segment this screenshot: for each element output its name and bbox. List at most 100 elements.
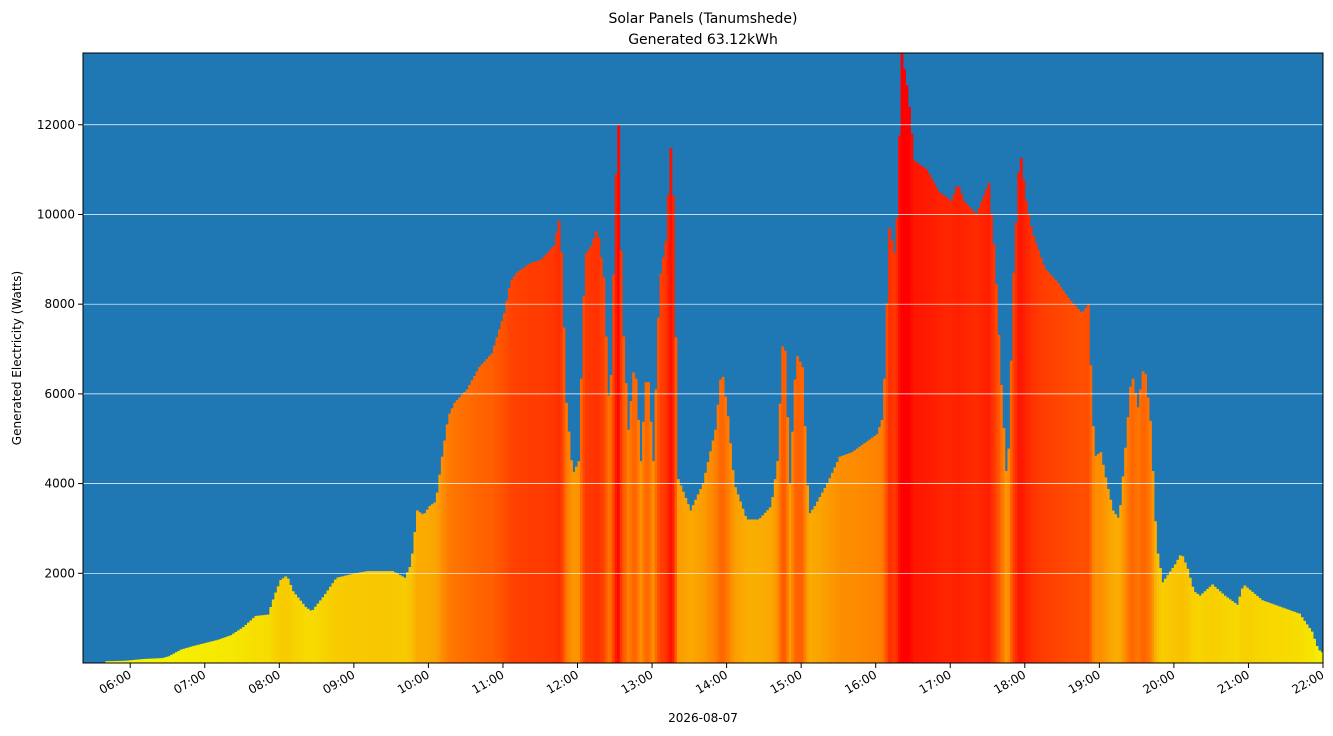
- bar: [619, 250, 623, 663]
- x-tick-label: 18:00: [991, 667, 1028, 696]
- bar: [1211, 584, 1215, 663]
- bar: [147, 658, 151, 663]
- bar: [947, 199, 951, 663]
- bar: [165, 656, 168, 663]
- bar: [637, 419, 641, 663]
- bar: [778, 403, 782, 663]
- bar: [1151, 471, 1155, 663]
- bar: [716, 404, 720, 663]
- bar: [1290, 610, 1294, 663]
- bar: [1300, 617, 1304, 663]
- bar: [952, 193, 956, 663]
- bar: [1275, 605, 1279, 663]
- y-axis: 2000 4000 6000 8000 10000 12000: [37, 118, 83, 580]
- bar: [152, 658, 156, 663]
- bar: [895, 218, 899, 663]
- bar: [1288, 610, 1292, 663]
- bar: [276, 586, 280, 663]
- bar: [329, 586, 332, 663]
- bar: [232, 633, 235, 663]
- bar: [965, 203, 969, 663]
- bar: [120, 660, 124, 663]
- bar: [1141, 371, 1145, 663]
- bar: [1109, 499, 1113, 663]
- bar: [1270, 603, 1274, 663]
- bar: [515, 272, 519, 663]
- bar: [351, 573, 355, 663]
- bar: [455, 400, 459, 663]
- bar: [793, 379, 797, 663]
- bar: [1238, 596, 1242, 663]
- bar: [1173, 564, 1177, 663]
- x-tick-label: 13:00: [619, 667, 656, 696]
- bar: [1074, 306, 1078, 663]
- bar: [798, 361, 802, 663]
- bar: [577, 461, 581, 663]
- bar: [922, 167, 926, 663]
- bar: [177, 650, 181, 663]
- bar: [373, 571, 377, 663]
- bar: [977, 208, 981, 663]
- bar: [766, 510, 770, 663]
- bar: [689, 510, 693, 663]
- bar: [356, 572, 360, 663]
- bar: [371, 571, 375, 663]
- x-tick-label: 14:00: [693, 667, 730, 696]
- bar: [505, 300, 509, 663]
- bar: [532, 262, 536, 663]
- bar: [699, 488, 703, 663]
- bar: [187, 647, 191, 663]
- bar: [209, 641, 213, 663]
- bar: [1084, 307, 1088, 663]
- gridlines: [83, 124, 1323, 574]
- bar: [1245, 587, 1249, 663]
- bar: [711, 440, 715, 663]
- bar: [458, 397, 462, 663]
- bar: [507, 288, 511, 663]
- bar: [160, 658, 163, 663]
- bar: [264, 614, 268, 663]
- bar: [425, 509, 429, 663]
- bar: [562, 327, 566, 663]
- bar: [433, 502, 437, 663]
- bar: [992, 244, 996, 663]
- bar: [542, 256, 546, 663]
- bar: [721, 376, 725, 663]
- bar: [848, 453, 852, 663]
- bar: [724, 396, 727, 663]
- plot-area: [82, 52, 1324, 664]
- bar: [1029, 226, 1033, 663]
- x-tick-label: 12:00: [544, 667, 581, 696]
- bar: [942, 195, 946, 663]
- bar: [219, 638, 223, 663]
- bar: [555, 233, 559, 663]
- bar: [632, 372, 636, 663]
- bar: [353, 573, 357, 663]
- bar: [378, 571, 382, 663]
- x-tick-label: 11:00: [470, 667, 507, 696]
- bar: [1034, 243, 1038, 663]
- bar: [629, 401, 633, 663]
- bar: [237, 630, 240, 663]
- bar: [823, 488, 827, 663]
- bar: [251, 618, 255, 663]
- bar: [671, 195, 675, 663]
- y-tick-label: 8000: [44, 297, 75, 311]
- bar: [786, 417, 790, 663]
- bar: [1106, 488, 1110, 663]
- bar: [691, 505, 695, 663]
- bar: [192, 645, 196, 663]
- bar: [811, 509, 814, 663]
- bar: [1216, 588, 1220, 663]
- bar: [1047, 272, 1051, 663]
- chart-title: Solar Panels (Tanumshede): [608, 11, 797, 27]
- bar: [816, 501, 819, 663]
- bar: [247, 622, 250, 663]
- bar: [475, 371, 479, 663]
- bar: [736, 494, 740, 663]
- bar: [850, 452, 854, 663]
- bar: [622, 336, 626, 663]
- bar: [493, 345, 496, 663]
- bar: [530, 262, 534, 663]
- bar: [1096, 453, 1100, 663]
